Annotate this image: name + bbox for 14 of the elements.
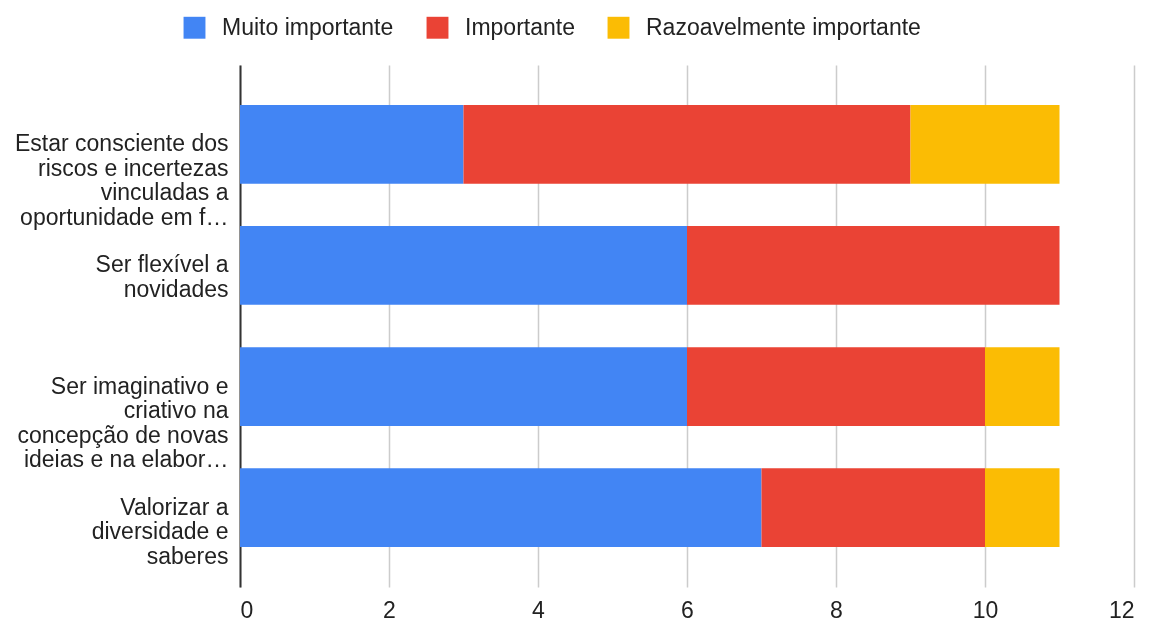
x-tick-label: 2: [383, 596, 396, 621]
legend-label: Importante: [465, 13, 575, 40]
x-tick-label: 4: [532, 596, 546, 621]
x-tick-label: 12: [1108, 596, 1135, 621]
y-tick-label: Estar consciente dos riscos e incertezas vinculadas a oportunidade em f…: [14, 130, 229, 230]
x-tick-label: 6: [681, 596, 694, 621]
y-tick-label: Valorizar a diversidade e saberes: [91, 493, 229, 569]
x-tick-label: 8: [830, 596, 843, 621]
legend-label: Razoavelmente importante: [646, 13, 921, 40]
x-tick-label: 0: [240, 596, 254, 621]
y-tick-label: Ser imaginativo e criativo na concepção de novas ideias e na elabor…: [17, 372, 229, 473]
y-tick-label: Ser flexível a novidades: [95, 251, 229, 302]
x-tick-label: 10: [972, 596, 999, 621]
legend-label: Muito importante: [222, 13, 394, 40]
